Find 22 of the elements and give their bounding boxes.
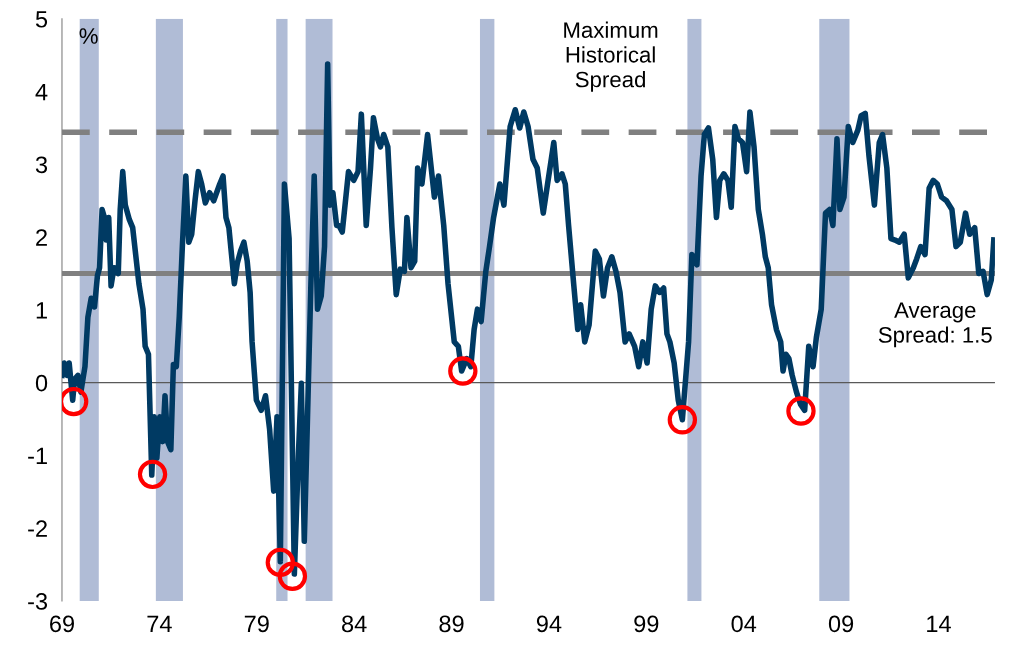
y-tick-label: -3 [28, 593, 48, 610]
y-tick-label: 4 [35, 83, 48, 101]
x-tick-label: 69 [50, 615, 74, 633]
x-tick-label: 09 [828, 615, 854, 633]
x-tick-label: 79 [244, 615, 269, 633]
y-tick-label: 0 [35, 374, 48, 392]
annotation: Maximum Historical Spread [564, 21, 658, 92]
x-tick-label: 74 [147, 615, 172, 632]
y-tick-label: 3 [35, 156, 48, 174]
y-tick-label: 1 [36, 302, 47, 319]
x-tick-label: 14 [927, 615, 951, 632]
x-tick-label: 84 [342, 615, 367, 633]
y-axis-title: % [79, 28, 98, 44]
annotation: Average Spread: 1.5 [878, 302, 992, 348]
x-tick-label: 04 [731, 615, 757, 633]
x-tick-label: 94 [536, 615, 562, 633]
x-tick-label: 89 [439, 615, 464, 633]
y-tick-label: -1 [28, 447, 47, 464]
x-tick-label: 99 [634, 615, 659, 633]
y-tick-label: -2 [28, 520, 47, 537]
y-tick-label: 5 [35, 11, 48, 28]
y-tick-label: 2 [36, 229, 47, 246]
